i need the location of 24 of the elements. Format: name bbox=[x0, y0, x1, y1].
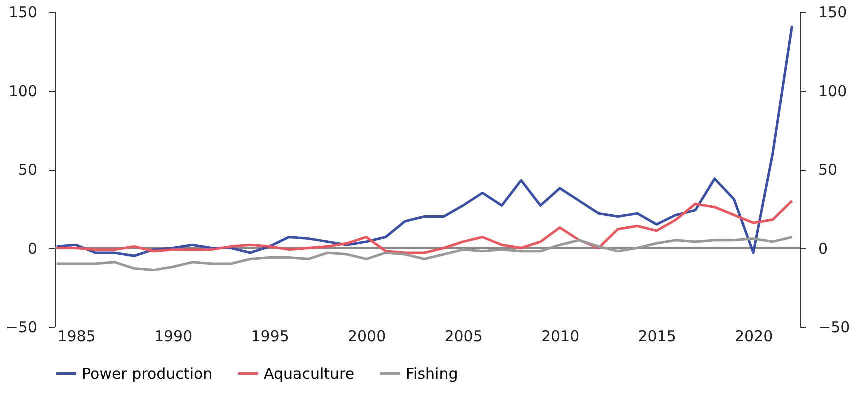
x-tick-label: 2010 bbox=[541, 328, 580, 346]
legend-label: Aquaculture bbox=[264, 364, 355, 383]
y-tick-label: 150 bbox=[8, 4, 38, 22]
line-series bbox=[56, 236, 794, 272]
line-series bbox=[56, 200, 794, 254]
x-tick-label: 2000 bbox=[348, 328, 386, 346]
x-tick-label: 2015 bbox=[638, 328, 676, 346]
y2-tick-label: 100 bbox=[818, 82, 848, 100]
x-tick-label: 2005 bbox=[444, 328, 483, 346]
x-tick-label: 1995 bbox=[251, 328, 290, 346]
legend-label: Fishing bbox=[406, 364, 458, 383]
y-tick-label: 0 bbox=[28, 240, 38, 258]
line-series bbox=[56, 24, 794, 258]
y2-tick-label: 0 bbox=[818, 240, 828, 258]
x-tick-label: 1990 bbox=[154, 328, 193, 346]
y-tick-label: −50 bbox=[6, 318, 38, 336]
y-tick-label: 100 bbox=[8, 82, 38, 100]
y2-tick-label: 150 bbox=[818, 4, 848, 22]
y-tick-label: 50 bbox=[18, 161, 38, 179]
legend-label: Power production bbox=[82, 364, 213, 383]
x-tick-label: 2020 bbox=[734, 328, 774, 346]
y2-tick-label: −50 bbox=[818, 318, 850, 336]
x-tick-label: 1985 bbox=[58, 328, 96, 346]
y2-tick-label: 50 bbox=[818, 161, 838, 179]
